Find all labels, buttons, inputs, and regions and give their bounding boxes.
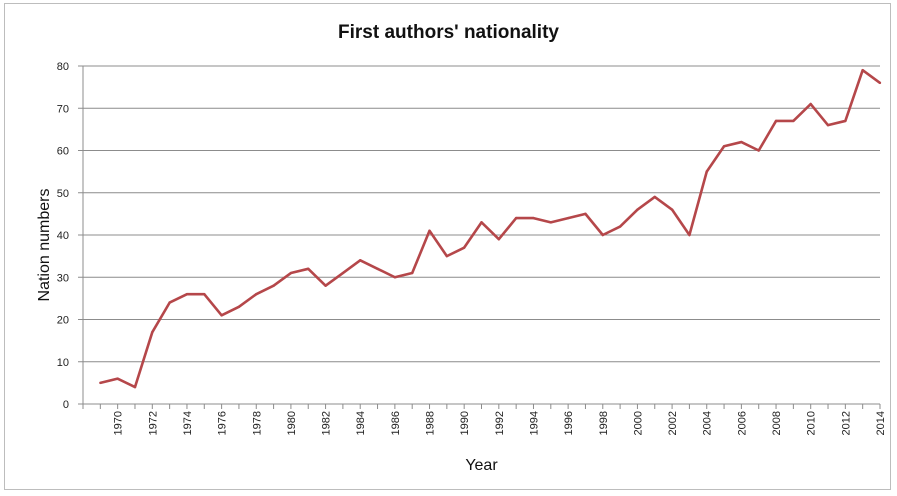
data-point: [688, 233, 691, 237]
data-point: [670, 208, 674, 211]
data-point: [861, 69, 864, 72]
y-axis-label: Nation numbers: [36, 189, 53, 302]
data-point: [792, 119, 795, 123]
y-tick-label: 60: [57, 146, 69, 158]
data-point: [289, 271, 293, 275]
data-point: [826, 123, 830, 127]
data-point: [410, 271, 414, 275]
x-tick-label: 1982: [321, 411, 333, 435]
x-axis-label: Year: [465, 457, 498, 474]
x-tick-label: 2008: [771, 411, 783, 435]
data-point: [462, 246, 466, 249]
data-point: [307, 267, 310, 270]
data-point: [584, 212, 587, 216]
data-point: [497, 238, 501, 241]
x-tick-label: 1984: [355, 411, 367, 435]
x-tick-label: 1990: [459, 411, 471, 435]
data-point: [272, 284, 275, 287]
data-point: [878, 81, 882, 85]
data-point: [653, 195, 656, 199]
x-tick-label: 2012: [840, 411, 852, 435]
data-point: [341, 271, 345, 275]
data-point: [809, 102, 812, 106]
x-tick-label: 1988: [425, 411, 437, 435]
data-point: [237, 305, 241, 309]
data-point: [844, 119, 847, 123]
series-line: [100, 68, 881, 389]
y-tick-label: 50: [57, 188, 69, 200]
x-tick-label: 1992: [494, 411, 506, 435]
y-tick-label: 20: [57, 315, 69, 327]
x-tick-label: 1986: [390, 411, 402, 435]
y-tick-label: 70: [57, 103, 69, 115]
data-point: [151, 330, 154, 334]
data-point: [359, 259, 362, 262]
data-point: [601, 233, 604, 237]
data-point: [116, 377, 119, 380]
data-point: [324, 284, 327, 287]
data-point: [618, 225, 622, 228]
x-tick-label: 2014: [875, 411, 887, 435]
x-tick-label: 2010: [806, 411, 818, 435]
data-point: [740, 140, 743, 144]
x-tick-label: 2004: [702, 411, 714, 435]
data-point: [549, 221, 553, 224]
data-point: [566, 216, 570, 220]
data-point: [376, 267, 379, 270]
data-point: [133, 385, 137, 389]
data-point: [705, 170, 708, 173]
data-point: [445, 254, 449, 258]
data-point: [255, 292, 258, 296]
chart-title: First authors' nationality: [338, 22, 559, 43]
data-point: [532, 216, 535, 220]
x-tick-label: 2002: [667, 411, 679, 435]
x-tick-label: 1994: [528, 411, 540, 435]
x-tick-label: 1980: [286, 411, 298, 435]
data-point: [757, 149, 760, 152]
data-point: [514, 216, 518, 220]
y-tick-label: 30: [57, 272, 69, 284]
y-tick-label: 80: [57, 61, 69, 73]
data-point: [168, 301, 171, 304]
data-point: [774, 119, 778, 123]
x-tick-label: 1974: [182, 411, 194, 435]
x-tick-label: 1970: [113, 411, 125, 435]
x-tick-label: 1998: [598, 411, 610, 435]
x-tick-label: 1996: [563, 411, 575, 435]
data-point: [203, 292, 206, 296]
x-tick-label: 1976: [217, 411, 229, 435]
data-point: [220, 314, 223, 317]
data-point: [185, 292, 189, 296]
x-tick-label: 1978: [251, 411, 263, 435]
y-tick-label: 10: [57, 357, 69, 369]
data-point: [722, 145, 726, 148]
y-tick-label: 0: [63, 399, 69, 411]
data-point: [393, 276, 397, 279]
x-tick-label: 2000: [632, 411, 644, 435]
y-tick-label: 40: [57, 230, 69, 242]
data-point: [636, 208, 639, 211]
x-tick-label: 2006: [736, 411, 748, 435]
x-tick-label: 1972: [147, 411, 159, 435]
data-point: [428, 229, 431, 232]
data-point: [480, 221, 483, 224]
data-point: [99, 381, 102, 385]
